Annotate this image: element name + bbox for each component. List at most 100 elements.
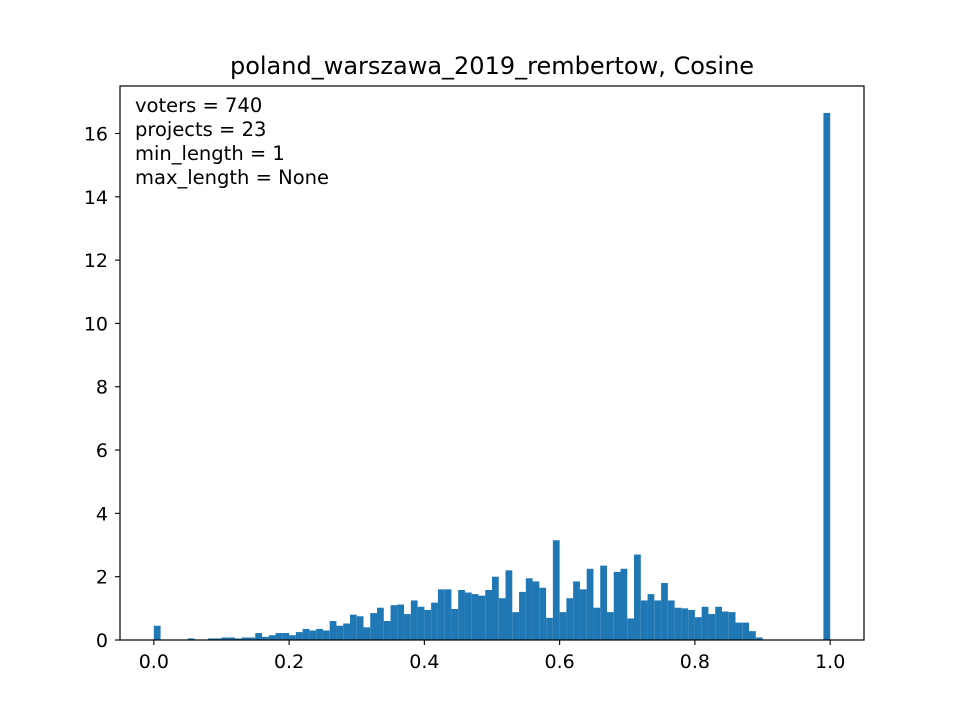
histogram-bar <box>228 637 235 640</box>
histogram-bar <box>728 612 736 640</box>
y-tick-label: 0 <box>96 630 108 652</box>
histogram-bar <box>742 622 750 640</box>
histogram-bar <box>579 589 587 640</box>
histogram-bar <box>282 633 290 640</box>
histogram-bar <box>755 637 763 640</box>
x-tick-label: 0.2 <box>274 651 304 673</box>
histogram-bar <box>600 565 607 640</box>
annotation-line: projects = 23 <box>135 118 266 141</box>
histogram-bar <box>627 618 635 640</box>
histogram-bar <box>471 594 479 640</box>
histogram-bar <box>309 630 317 640</box>
histogram-bar <box>390 605 398 640</box>
histogram-bar <box>255 633 263 640</box>
x-tick-label: 0.8 <box>680 651 710 673</box>
histogram-bar <box>593 607 601 640</box>
histogram-bar <box>214 638 222 640</box>
histogram-bar <box>248 637 256 640</box>
y-tick-label: 12 <box>84 250 108 272</box>
histogram-bar <box>512 612 520 640</box>
histogram-bar <box>640 600 648 640</box>
histogram-bar <box>634 554 641 640</box>
histogram-bar <box>464 592 472 640</box>
histogram-bar <box>647 594 655 640</box>
histogram-bar <box>661 583 668 640</box>
histogram-bar <box>349 614 357 640</box>
x-tick-label: 0.4 <box>409 651 439 673</box>
annotation-line: max_length = None <box>135 166 329 189</box>
histogram-bar <box>329 621 337 640</box>
histogram-bar <box>552 540 560 640</box>
x-tick-label: 0.0 <box>139 651 169 673</box>
histogram-bar <box>701 606 709 640</box>
histogram-bar <box>458 589 465 640</box>
chart-title: poland_warszawa_2019_rembertow, Cosine <box>230 52 754 80</box>
y-axis: 0 2 4 6 8 10 12 14 16 <box>84 123 120 652</box>
histogram-bar <box>221 637 229 640</box>
histogram-bar <box>667 600 675 640</box>
histogram-bar <box>573 581 580 640</box>
histogram-bar <box>437 589 445 640</box>
histogram-bar <box>620 568 628 640</box>
histogram-bar <box>823 112 831 640</box>
histogram-bar <box>431 602 438 640</box>
y-tick-label: 2 <box>96 567 108 589</box>
histogram-bar <box>404 614 411 640</box>
histogram-bar <box>688 609 695 640</box>
y-tick-label: 14 <box>84 187 108 209</box>
bars-group <box>153 112 831 640</box>
annotation-line: min_length = 1 <box>135 142 285 165</box>
histogram-bar <box>370 613 378 640</box>
histogram-bar <box>356 616 364 640</box>
histogram-bar <box>207 638 215 640</box>
histogram-bar <box>444 589 452 640</box>
histogram-bar <box>694 617 702 640</box>
histogram-bar <box>302 628 310 640</box>
histogram-bar <box>234 638 242 640</box>
histogram-bar <box>681 608 689 640</box>
histogram-bar <box>343 623 350 640</box>
y-tick-label: 10 <box>84 313 108 335</box>
histogram-bar <box>410 600 418 640</box>
x-axis: 0.0 0.2 0.4 0.6 0.8 1.0 <box>139 640 845 673</box>
histogram-bar <box>519 591 526 640</box>
histogram-bar <box>262 636 269 640</box>
histogram-bar <box>363 627 371 640</box>
histogram-bar <box>241 637 249 640</box>
histogram-bar <box>566 598 574 640</box>
histogram-bar <box>187 638 195 640</box>
histogram-bar <box>295 632 303 640</box>
histogram-bar <box>606 612 614 640</box>
histogram-bar <box>674 607 682 640</box>
histogram-bar <box>539 587 547 640</box>
histogram-bar <box>505 570 513 640</box>
histogram-bar <box>492 576 499 640</box>
histogram-bar <box>532 581 540 640</box>
histogram-bar <box>715 606 722 640</box>
x-tick-label: 0.6 <box>545 651 575 673</box>
histogram-bar <box>424 609 432 640</box>
plot-frame <box>119 85 865 641</box>
histogram-bar <box>289 635 296 640</box>
histogram-bar <box>153 625 161 640</box>
histogram-bar <box>336 625 344 640</box>
histogram-bar <box>417 606 425 640</box>
histogram-bar <box>546 617 553 640</box>
histogram-bar <box>397 604 405 640</box>
x-tick-label: 1.0 <box>815 651 845 673</box>
histogram-bar <box>322 630 330 640</box>
histogram-bar <box>498 598 506 640</box>
histogram-bar <box>654 600 662 640</box>
histogram-bar <box>749 631 756 640</box>
y-tick-label: 6 <box>96 440 108 462</box>
y-tick-label: 16 <box>84 123 108 145</box>
histogram-bar <box>586 568 594 640</box>
histogram-bar <box>735 622 743 640</box>
histogram-bar <box>275 633 283 640</box>
histogram-bar <box>708 614 716 640</box>
histogram-bar <box>451 608 459 640</box>
histogram-bar <box>485 589 492 640</box>
histogram-bar <box>377 607 384 640</box>
